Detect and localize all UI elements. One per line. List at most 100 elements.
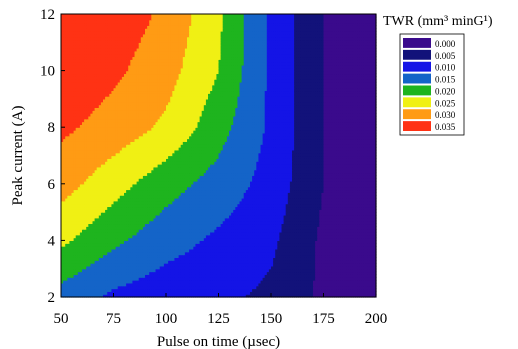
contour-cell: [262, 277, 266, 281]
contour-cell: [321, 277, 325, 281]
contour-cell: [212, 288, 215, 292]
contour-cell: [256, 260, 259, 264]
contour-cell: [327, 282, 331, 287]
contour-cell: [210, 268, 213, 273]
contour-cell: [336, 271, 339, 275]
contour-cell: [348, 277, 352, 281]
contour-cell: [184, 282, 188, 287]
contour-cell: [182, 282, 186, 287]
contour-cell: [313, 282, 316, 287]
contour-cell: [334, 268, 337, 273]
contour-cell: [214, 268, 217, 273]
contour-cell: [233, 254, 236, 258]
contour-cell: [350, 254, 354, 258]
contour-cell: [107, 294, 110, 298]
contour-cell: [352, 271, 356, 275]
contour-cell: [193, 288, 196, 292]
contour-cell: [317, 254, 320, 258]
contour-cell: [300, 274, 304, 278]
contour-cell: [325, 260, 329, 264]
contour-cell: [319, 271, 322, 275]
contour-cell: [296, 277, 299, 281]
contour-cell: [302, 294, 306, 298]
contour-cell: [226, 263, 230, 267]
contour-cell: [327, 294, 331, 298]
contour-cell: [371, 274, 375, 278]
contour-cell: [107, 254, 110, 258]
contour-cell: [151, 274, 154, 278]
contour-cell: [342, 277, 346, 281]
contour-cell: [334, 280, 337, 284]
contour-cell: [84, 260, 87, 264]
contour-cell: [212, 257, 215, 261]
contour-cell: [92, 243, 96, 247]
contour-cell: [277, 248, 280, 253]
contour-cell: [346, 268, 350, 273]
contour-cell: [285, 251, 289, 256]
contour-cell: [119, 271, 123, 275]
contour-cell: [361, 277, 364, 281]
contour-cell: [126, 282, 129, 287]
contour-cell: [233, 251, 236, 256]
contour-cell: [327, 265, 331, 270]
contour-cell: [239, 257, 243, 261]
contour-cell: [71, 271, 75, 275]
contour-cell: [67, 280, 70, 284]
contour-cell: [258, 285, 262, 290]
contour-cell: [124, 263, 127, 267]
contour-cell: [294, 246, 297, 250]
contour-cell: [172, 251, 175, 256]
contour-cell: [281, 254, 285, 258]
contour-cell: [187, 254, 190, 258]
contour-cell: [350, 251, 354, 256]
contour-cell: [369, 263, 373, 267]
contour-cell: [239, 248, 243, 253]
contour-cell: [321, 291, 325, 295]
contour-cell: [105, 257, 108, 261]
contour-cell: [157, 274, 161, 278]
contour-cell: [292, 257, 295, 261]
contour-cell: [355, 260, 358, 264]
contour-cell: [94, 288, 98, 292]
contour-cell: [285, 265, 289, 270]
contour-cell: [344, 248, 348, 253]
contour-cell: [113, 263, 117, 267]
contour-cell: [247, 271, 251, 275]
contour-cell: [79, 291, 83, 295]
contour-cell: [304, 246, 308, 250]
contour-cell: [184, 274, 188, 278]
contour-cell: [136, 243, 140, 247]
contour-cell: [308, 265, 312, 270]
contour-cell: [325, 265, 329, 270]
contour-cell: [224, 280, 228, 284]
contour-cell: [224, 271, 228, 275]
contour-cell: [348, 285, 352, 290]
contour-cell: [124, 280, 127, 284]
contour-cell: [163, 294, 167, 298]
contour-cell: [69, 288, 73, 292]
contour-cell: [187, 282, 190, 287]
contour-cell: [140, 282, 144, 287]
contour-cell: [329, 288, 333, 292]
contour-cell: [145, 288, 148, 292]
contour-cell: [287, 246, 291, 250]
contour-cell: [224, 257, 228, 261]
contour-cell: [216, 274, 220, 278]
contour-cell: [180, 277, 184, 281]
contour-cell: [191, 265, 194, 270]
contour-cell: [67, 268, 70, 273]
contour-cell: [94, 277, 98, 281]
contour-cell: [88, 260, 91, 264]
contour-cell: [73, 268, 77, 273]
contour-cell: [172, 260, 175, 264]
contour-cell: [243, 285, 247, 290]
contour-cell: [256, 291, 259, 295]
contour-cell: [75, 260, 79, 264]
contour-cell: [88, 254, 91, 258]
contour-cell: [321, 288, 325, 292]
contour-cell: [132, 254, 136, 258]
contour-cell: [63, 263, 66, 267]
contour-cell: [344, 282, 348, 287]
contour-cell: [71, 248, 75, 253]
contour-cell: [111, 251, 115, 256]
